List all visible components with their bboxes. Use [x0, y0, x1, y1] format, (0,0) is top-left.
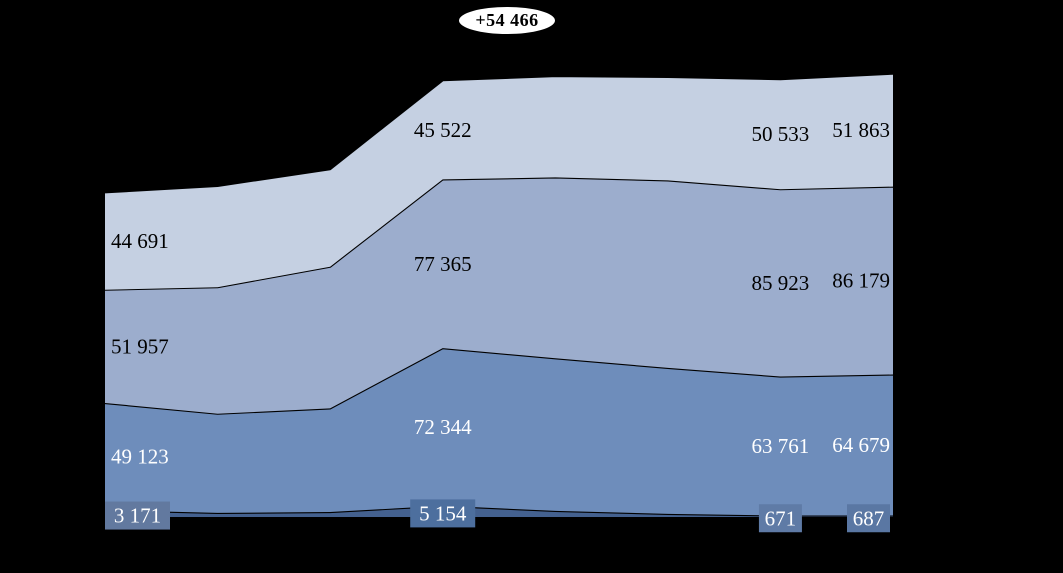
data-label-box — [410, 499, 476, 528]
data-label-box — [758, 504, 802, 533]
data-label: 671 — [765, 506, 797, 530]
data-label-box — [105, 501, 170, 530]
data-label: 3 171 — [114, 504, 161, 528]
data-label: 86 179 — [832, 269, 890, 293]
data-label-box — [847, 504, 890, 533]
data-label: 51 863 — [832, 118, 890, 142]
area-series-3 — [105, 177, 893, 414]
data-label: 51 957 — [111, 334, 169, 358]
data-label: 45 522 — [414, 118, 472, 142]
data-label: 63 761 — [752, 434, 810, 458]
data-label: 50 533 — [752, 122, 810, 146]
area-series-1-bottom — [105, 505, 893, 517]
annotation-callout: +54 466 — [457, 5, 557, 36]
data-label: 5 154 — [419, 501, 467, 525]
data-label: 44 691 — [111, 229, 169, 253]
data-label: 85 923 — [752, 271, 810, 295]
annotation-text: +54 466 — [475, 10, 539, 30]
data-label: 687 — [853, 506, 885, 530]
area-series-2 — [105, 348, 893, 516]
data-label: 64 679 — [832, 433, 890, 457]
area-series-4-top — [105, 73, 893, 290]
data-label: 77 365 — [414, 252, 472, 276]
data-label: 49 123 — [111, 445, 169, 469]
boundary-line-series-4-top — [104, 72, 894, 194]
data-label: 72 344 — [414, 415, 472, 439]
